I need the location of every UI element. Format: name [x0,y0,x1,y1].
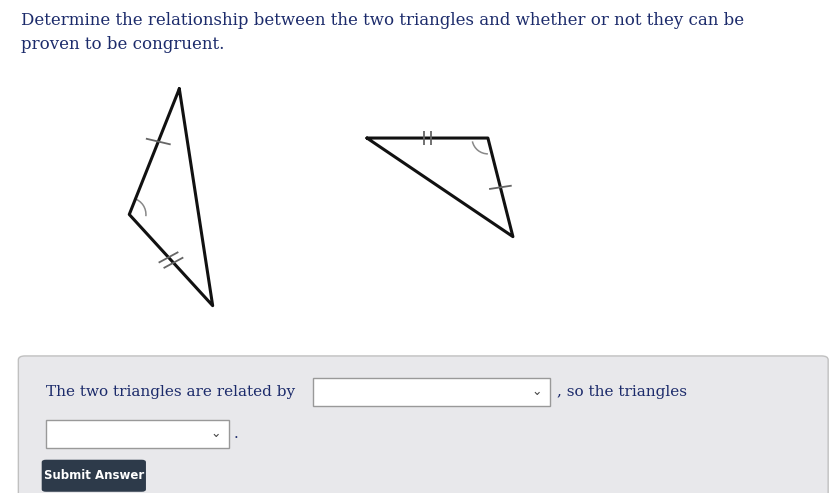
Text: ⌄: ⌄ [531,386,542,398]
Bar [313,378,550,406]
FancyBboxPatch shape [18,356,828,493]
Text: The two triangles are related by: The two triangles are related by [46,385,295,399]
FancyBboxPatch shape [42,459,146,492]
Text: , so the triangles: , so the triangles [557,385,687,399]
Bar [46,420,229,448]
Text: Determine the relationship between the two triangles and whether or not they can: Determine the relationship between the t… [21,12,744,53]
Text: .: . [234,427,239,441]
Text: Submit Answer: Submit Answer [43,469,144,482]
Text: ⌄: ⌄ [210,427,221,440]
